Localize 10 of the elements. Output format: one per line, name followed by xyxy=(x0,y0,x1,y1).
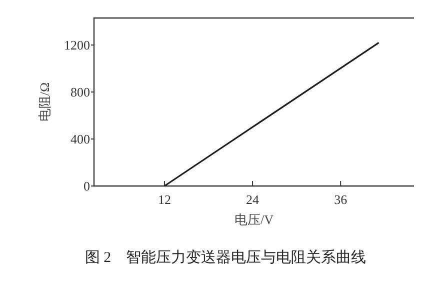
x-axis-title: 电压/V xyxy=(234,212,274,227)
y-tick-label: 1200 xyxy=(64,38,90,53)
y-axis-title: 电阻/Ω xyxy=(37,82,52,122)
y-tick-label: 0 xyxy=(84,178,90,194)
text: 图 2 智能压力变送器电压与电阻关系曲线 xyxy=(84,249,366,266)
y-tick-label: 800 xyxy=(70,84,90,100)
x-tick-label: 36 xyxy=(334,192,348,207)
y-tick-label: 400 xyxy=(70,132,90,147)
x-tick-label: 12 xyxy=(158,192,171,207)
x-tick-label: 24 xyxy=(246,192,260,207)
